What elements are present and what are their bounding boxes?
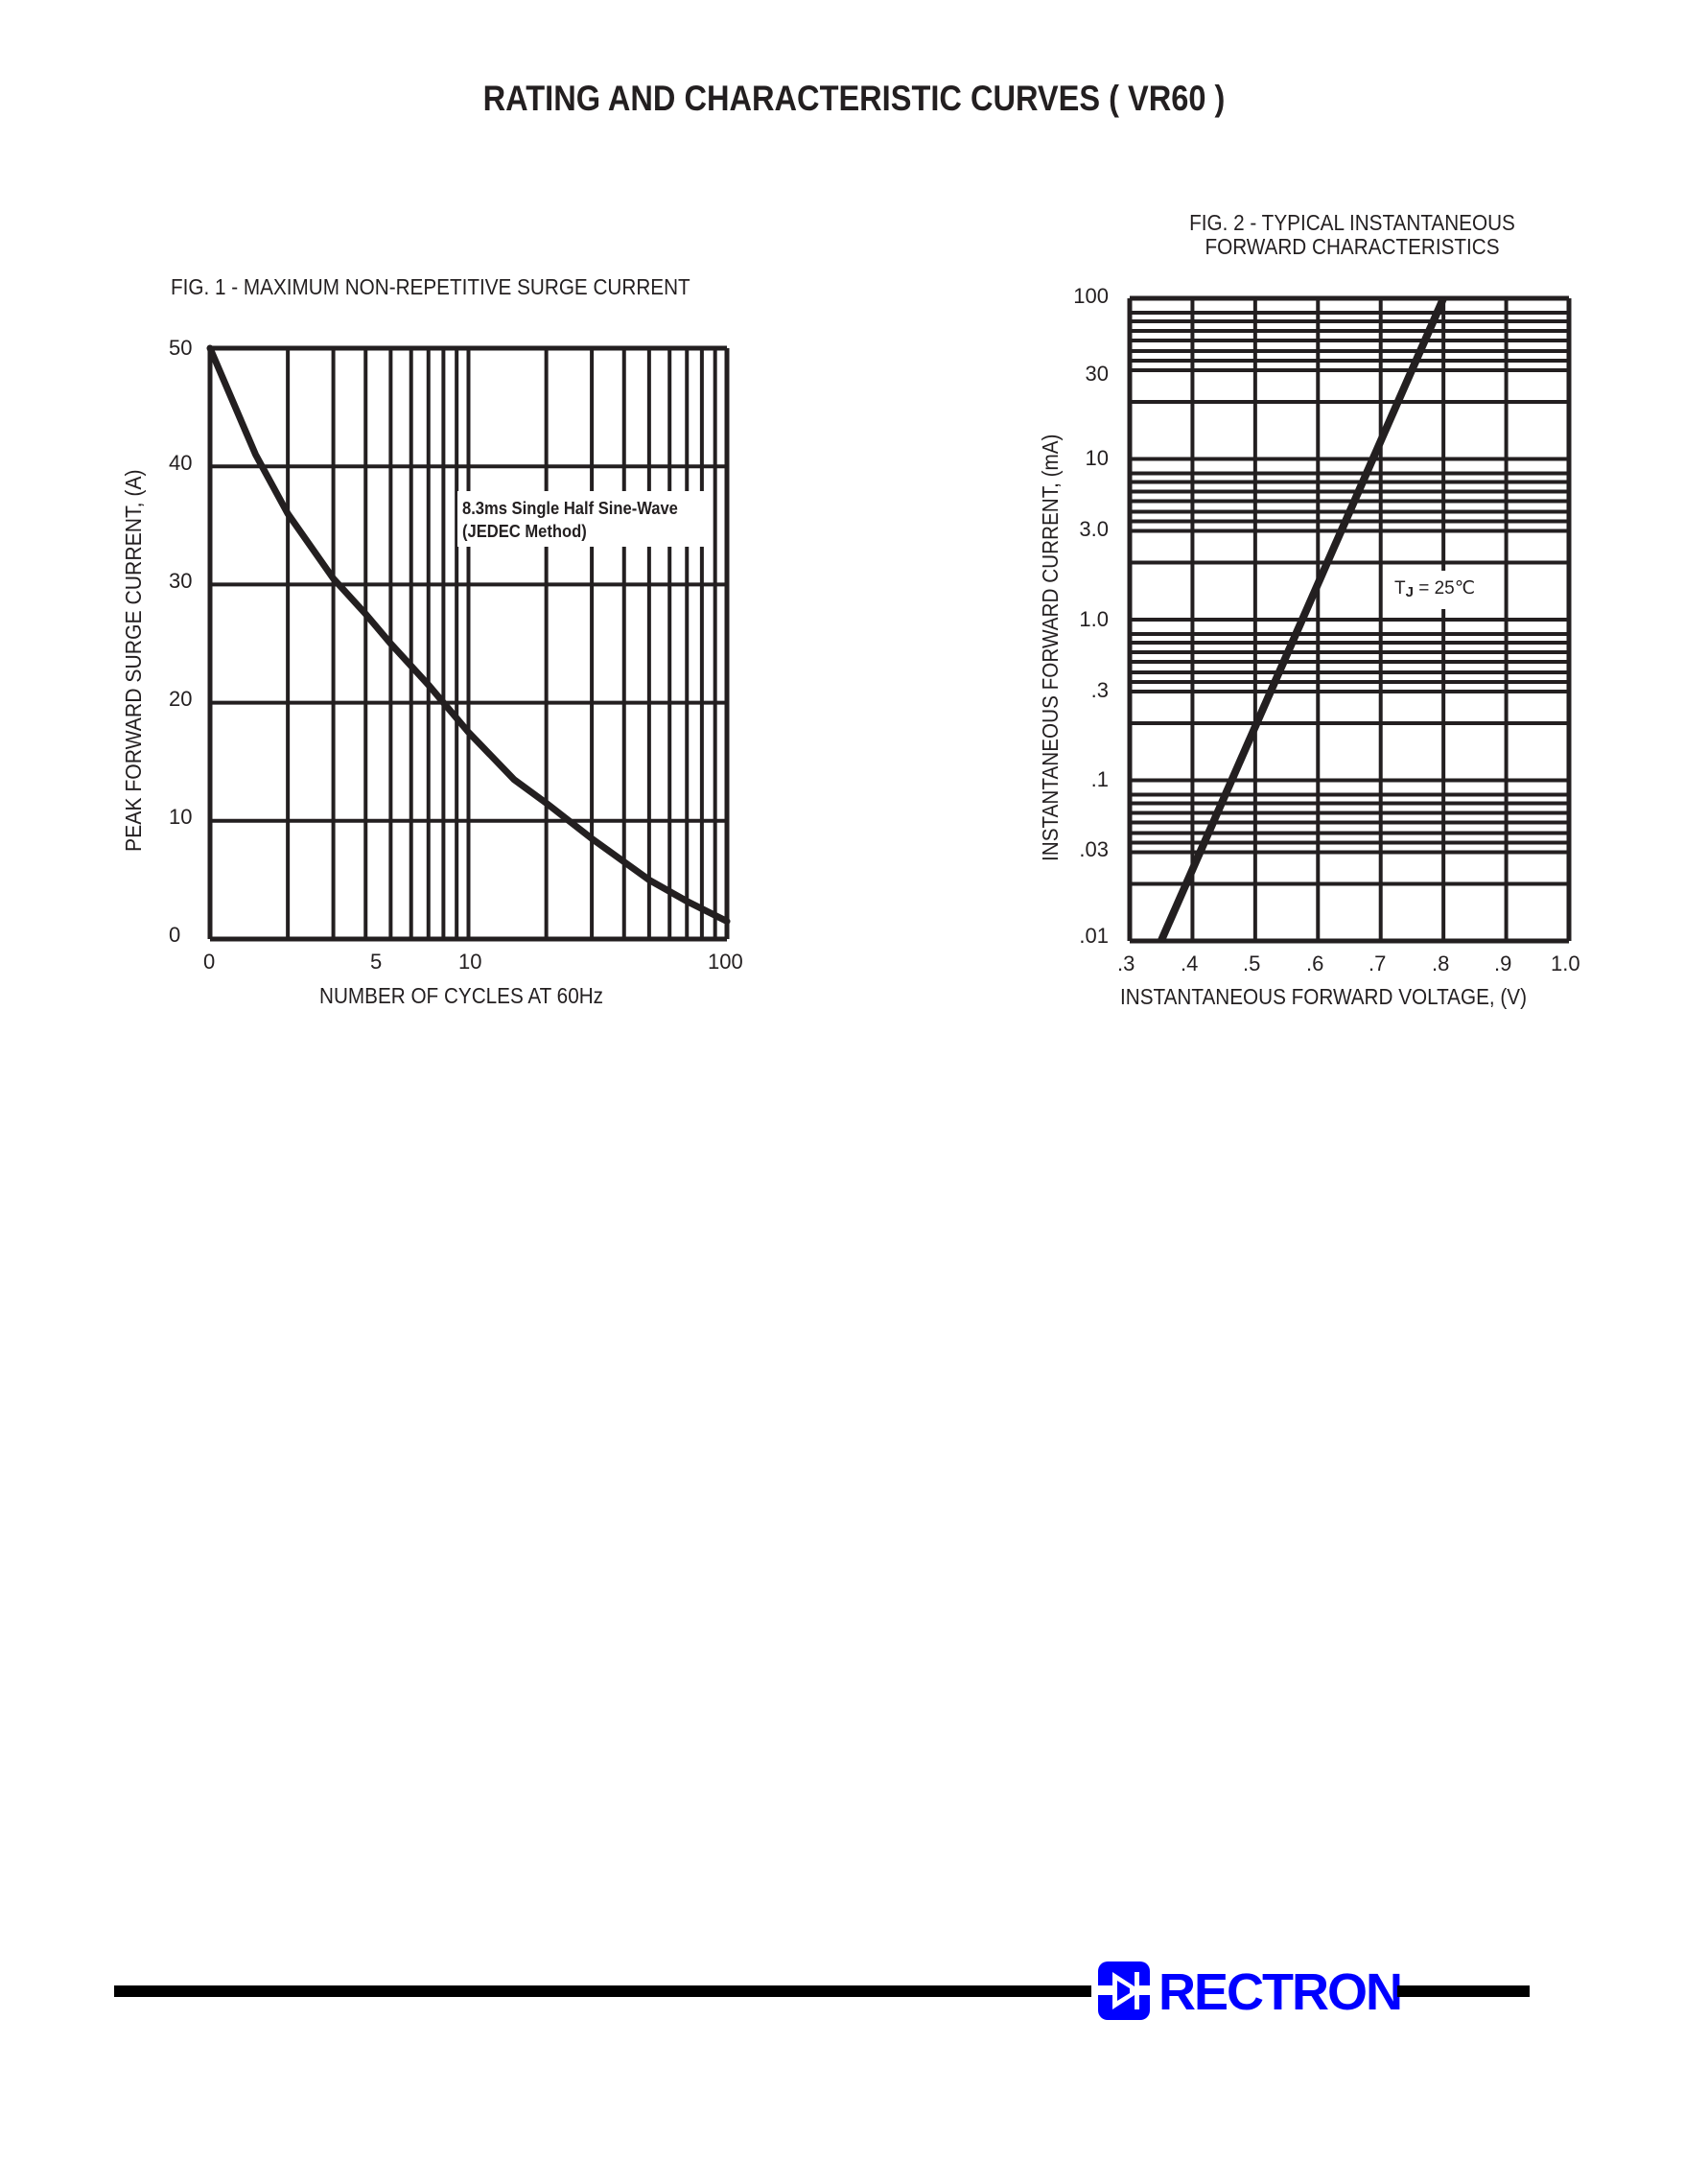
fig1-chart [206,295,1572,944]
fig2-ytick: 3.0 [1079,517,1109,541]
fig1-ylabel: PEAK FORWARD SURGE CURRENT, (A) [121,469,146,852]
fig2-title-line1: FIG. 2 - TYPICAL INSTANTANEOUS [1189,210,1515,235]
fig2-title: FIG. 2 - TYPICAL INSTANTANEOUS FORWARD C… [1017,211,1688,259]
fig2-xtick: 1.0 [1551,951,1580,975]
fig1-frame [207,345,730,942]
fig1-ytick: 20 [169,687,193,711]
fig1-surge-curve [206,344,731,925]
fig2-ytick: .03 [1079,837,1109,861]
fig2-annotation-sub: J [1405,584,1414,600]
fig2-ytick: .3 [1090,678,1109,702]
fig2-xtick: .9 [1494,951,1512,975]
fig2-ylabel: INSTANTANEOUS FORWARD CURRENT, (mA) [1038,434,1063,861]
fig2-xlabel: INSTANTANEOUS FORWARD VOLTAGE, (V) [1120,984,1527,1009]
fig2-ytick: .1 [1090,767,1109,791]
fig1-xtick: 0 [203,950,216,974]
fig2-ytick: 100 [1073,284,1109,308]
fig2-frame [1127,295,1572,944]
diode-icon [1098,1961,1150,2020]
fig1-annotation-line2: (JEDEC Method) [462,522,587,541]
footer-rule-left [114,1985,1091,1997]
fig2-xtick: .5 [1243,951,1261,975]
fig1-ytick: 0 [169,923,181,947]
fig2-forward-curve [1158,296,1447,943]
fig1-xlabel: NUMBER OF CYCLES AT 60Hz [319,983,604,1008]
page-title: RATING AND CHARACTERISTIC CURVES ( VR60 … [482,79,1226,118]
fig2-grid [1130,298,1569,941]
fig2-annotation-rest: = 25℃ [1413,578,1476,599]
fig2-ytick: 10 [1085,446,1109,470]
fig2-xtick: .4 [1181,951,1199,975]
fig1-ytick: 50 [169,336,193,360]
fig1-ytick: 10 [169,805,193,829]
fig2-title-line2: FORWARD CHARACTERISTICS [1205,234,1500,259]
fig2-xtick: .8 [1432,951,1450,975]
fig1-xtick: 5 [370,950,383,974]
fig2-ytick: 30 [1085,362,1109,386]
fig2-xtick: .7 [1369,951,1387,975]
fig1-annotation-line1: 8.3ms Single Half Sine-Wave [462,499,678,518]
fig2-annotation-t: T [1394,578,1406,599]
footer-rule-right [1397,1985,1530,1997]
fig1-annotation-bg [457,491,705,547]
fig2-annotation: TJ = 25℃ [1394,577,1476,600]
fig1-grid [210,348,727,939]
fig2-xtick: .6 [1306,951,1324,975]
fig2-ytick: 1.0 [1079,607,1109,631]
brand-name: RECTRON [1158,1963,1403,2021]
fig1-xtick: 100 [708,950,743,974]
fig1-annotation: 8.3ms Single Half Sine-Wave (JEDEC Metho… [462,497,678,543]
fig1-title: FIG. 1 - MAXIMUM NON-REPETITIVE SURGE CU… [171,274,690,299]
fig2-annotation-bg [1386,571,1501,609]
fig1-ytick: 30 [169,569,193,593]
fig1-xtick: 10 [458,950,482,974]
fig1-ytick: 40 [169,451,193,475]
fig2-xtick: .3 [1117,951,1135,975]
fig2-ytick: .01 [1079,924,1109,948]
